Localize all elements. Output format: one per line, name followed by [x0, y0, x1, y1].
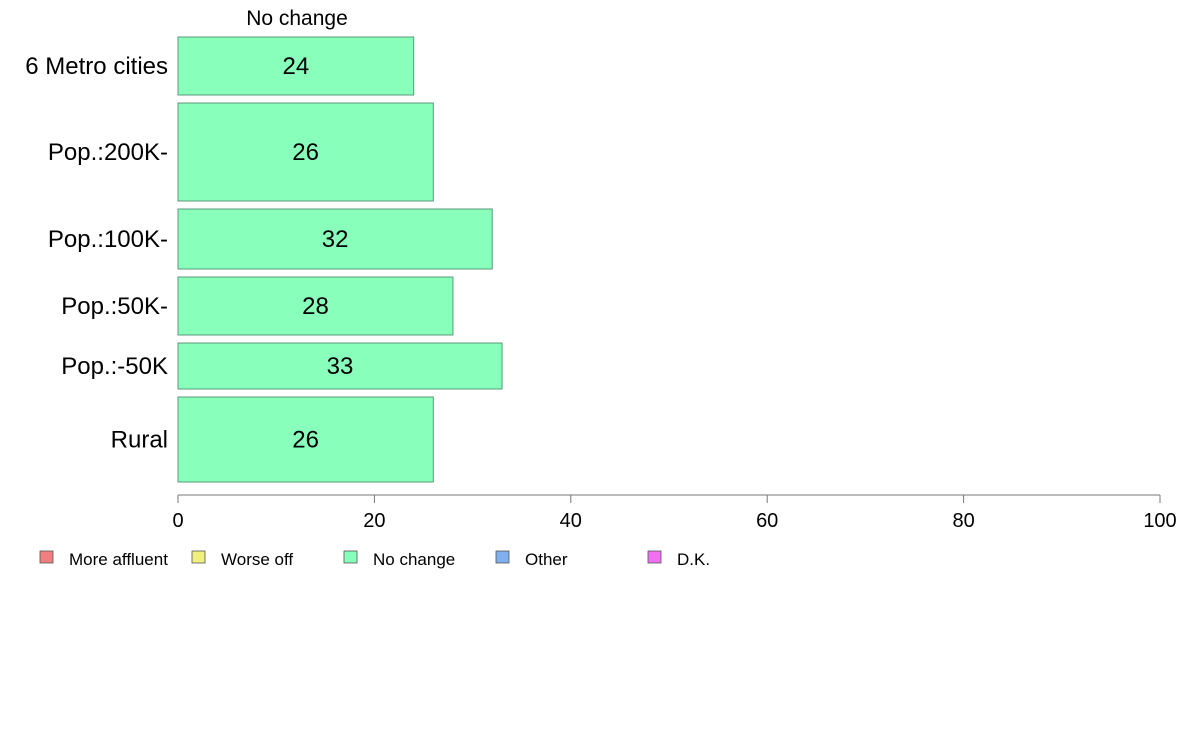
- data-label: 24: [282, 53, 309, 80]
- legend-label: More affluent: [69, 550, 168, 569]
- category-label: 6 Metro cities: [25, 53, 168, 80]
- x-tick-label: 80: [952, 510, 974, 532]
- data-label: 26: [292, 139, 319, 166]
- x-tick-label: 0: [172, 510, 183, 532]
- x-tick-label: 40: [560, 510, 582, 532]
- category-label: Pop.:50K-: [61, 293, 168, 320]
- category-label: Pop.:-50K: [61, 353, 168, 380]
- x-axis: 0 20 40 60 80 100: [172, 494, 1177, 532]
- legend-swatch: [495, 550, 510, 564]
- series-title: No change: [246, 7, 348, 30]
- legend-swatch: [343, 550, 358, 564]
- legend-swatch: [191, 550, 206, 564]
- bar: [177, 276, 454, 336]
- x-tick-label: 100: [1143, 510, 1176, 532]
- category-label: Pop.:200K-: [48, 139, 168, 166]
- data-label: 28: [302, 293, 329, 320]
- bar: [177, 208, 493, 270]
- data-label: 33: [327, 353, 354, 380]
- bar: [177, 102, 434, 202]
- data-label: 32: [322, 226, 349, 253]
- category-labels: 6 Metro cities Pop.:200K- Pop.:100K- Pop.:5…: [25, 53, 168, 454]
- legend-label: Other: [525, 550, 568, 569]
- bars-group: 24 26 32 28 33 26: [177, 36, 503, 483]
- legend: More affluent Worse off No change Other D.K.: [39, 550, 710, 569]
- category-label: Rural: [111, 427, 168, 454]
- legend-swatch: [647, 550, 662, 564]
- bar: [177, 342, 503, 390]
- legend-swatch: [39, 550, 54, 564]
- legend-label: No change: [373, 550, 455, 569]
- legend-label: D.K.: [677, 550, 710, 569]
- x-tick-label: 60: [756, 510, 778, 532]
- data-label: 26: [292, 427, 319, 454]
- category-label: Pop.:100K-: [48, 226, 168, 253]
- bar: [177, 36, 415, 96]
- legend-label: Worse off: [221, 550, 293, 569]
- bar: [177, 396, 434, 483]
- x-tick-label: 20: [363, 510, 385, 532]
